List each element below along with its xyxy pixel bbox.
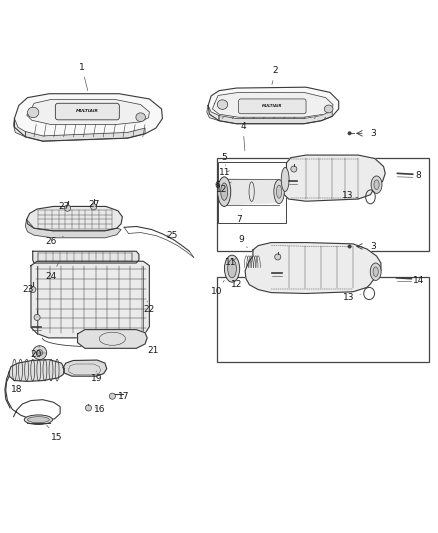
FancyBboxPatch shape [55,103,119,120]
Text: 1: 1 [79,63,88,91]
Text: 6: 6 [215,181,223,190]
Ellipse shape [274,180,284,204]
Ellipse shape [370,263,381,280]
Text: 23: 23 [23,285,34,294]
Text: 8: 8 [409,171,421,180]
Circle shape [64,205,71,211]
Polygon shape [25,220,121,238]
Text: 16: 16 [94,405,105,414]
Text: 14: 14 [406,276,424,285]
Text: 20: 20 [31,346,42,359]
Polygon shape [33,251,139,263]
Text: 22: 22 [143,301,154,313]
Ellipse shape [228,260,237,278]
Text: 27: 27 [59,202,70,211]
Text: 3: 3 [371,129,376,138]
Polygon shape [14,94,162,141]
Polygon shape [78,329,147,349]
Text: 26: 26 [46,236,63,246]
Ellipse shape [373,267,378,277]
Text: 7: 7 [237,209,242,224]
Polygon shape [208,87,339,124]
Polygon shape [282,155,385,201]
Polygon shape [31,261,149,338]
Text: 15: 15 [47,425,63,442]
Text: 2: 2 [272,66,279,85]
Text: 21: 21 [146,341,159,354]
Text: 5: 5 [221,153,227,166]
Text: 12: 12 [215,182,231,193]
Ellipse shape [374,180,379,189]
Text: 25: 25 [166,231,178,240]
Polygon shape [14,118,25,137]
Text: 11: 11 [225,257,236,266]
Ellipse shape [136,113,145,122]
Text: 24: 24 [46,262,59,280]
Circle shape [291,166,297,172]
Ellipse shape [24,415,53,424]
Text: MULTIAIR: MULTIAIR [76,109,99,113]
Bar [217,158,429,251]
Polygon shape [224,179,279,205]
Text: 11: 11 [219,168,230,177]
Polygon shape [212,92,333,117]
Text: 12: 12 [231,277,242,289]
Polygon shape [63,360,107,376]
Ellipse shape [281,167,289,191]
Text: 4: 4 [240,122,246,151]
Text: 13: 13 [342,191,358,200]
Bar [218,162,286,223]
Circle shape [91,204,97,210]
Text: 27: 27 [88,200,99,209]
Circle shape [85,405,92,411]
Text: 19: 19 [91,371,102,383]
Circle shape [33,346,47,360]
Text: 10: 10 [211,280,224,296]
Text: 9: 9 [239,235,247,248]
Ellipse shape [371,176,382,193]
Polygon shape [27,99,149,125]
FancyBboxPatch shape [239,99,306,114]
Ellipse shape [221,183,228,200]
Polygon shape [219,111,332,124]
Ellipse shape [218,177,231,206]
Circle shape [275,254,281,260]
Polygon shape [245,243,381,294]
Polygon shape [9,360,64,382]
Text: 18: 18 [11,379,22,394]
Circle shape [34,314,40,320]
Circle shape [110,393,116,399]
Ellipse shape [224,255,240,282]
Text: 13: 13 [343,293,360,302]
Polygon shape [25,128,145,141]
Bar [217,277,429,362]
Ellipse shape [276,185,282,198]
Circle shape [37,350,43,356]
Ellipse shape [28,417,49,423]
Polygon shape [27,206,122,231]
Circle shape [30,287,36,293]
Text: MULTIAIR: MULTIAIR [262,104,283,108]
Circle shape [348,245,351,248]
Polygon shape [207,106,219,120]
Ellipse shape [28,107,39,118]
Circle shape [348,132,351,135]
Ellipse shape [324,105,333,113]
Ellipse shape [217,100,228,109]
Text: 3: 3 [371,242,376,251]
Text: 17: 17 [118,392,130,401]
